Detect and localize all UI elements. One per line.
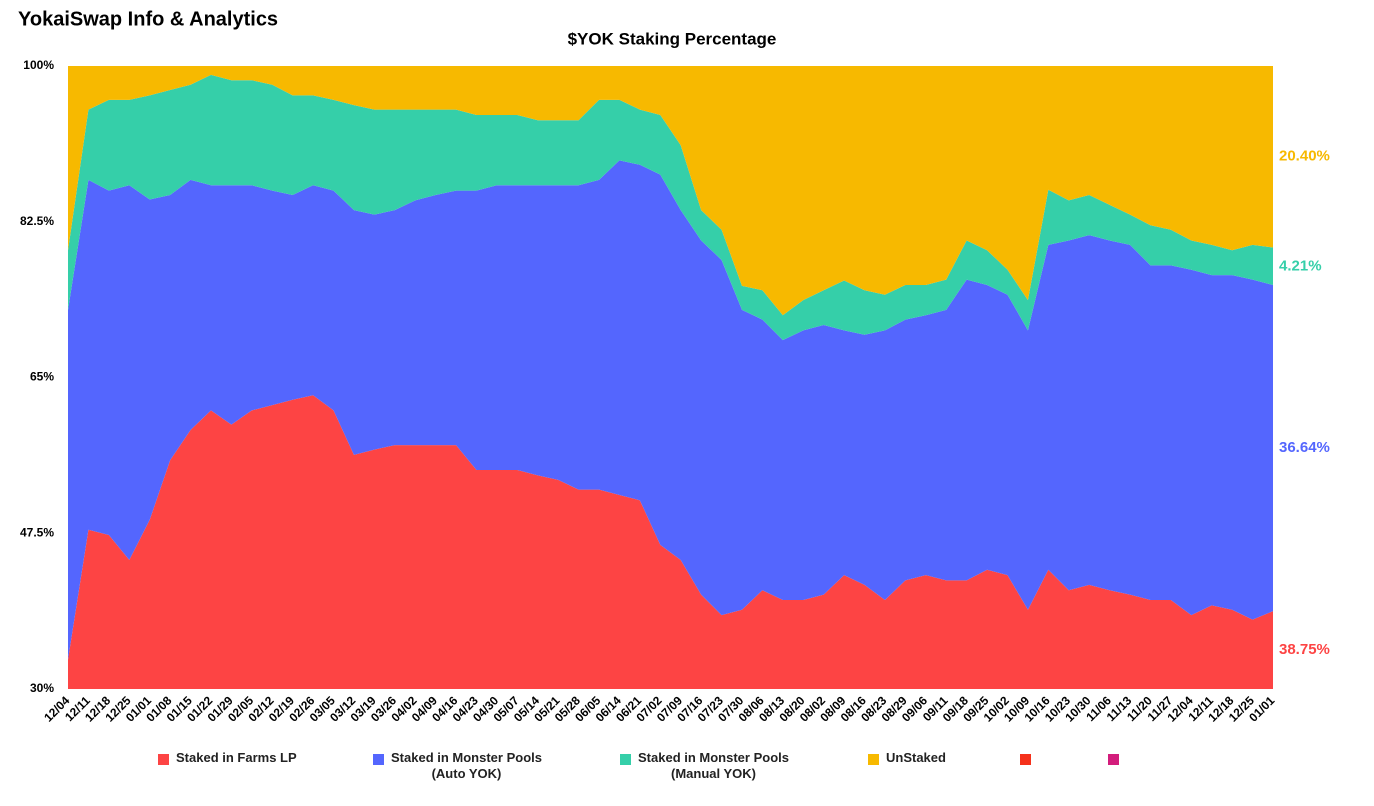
area bbox=[68, 395, 1273, 689]
area bbox=[68, 160, 1273, 660]
legend-swatch bbox=[1020, 754, 1031, 765]
legend-swatch bbox=[868, 754, 879, 765]
end-label: 38.75% bbox=[1279, 641, 1330, 658]
legend-label: UnStaked bbox=[886, 750, 946, 765]
y-tick-label: 30% bbox=[30, 681, 54, 695]
end-label: 20.40% bbox=[1279, 148, 1330, 165]
legend-item: Staked in Farms LP bbox=[158, 750, 297, 766]
chart-title: $YOK Staking Percentage bbox=[568, 29, 777, 48]
legend-label: Staked in Farms LP bbox=[176, 750, 297, 765]
y-tick-label: 65% bbox=[30, 370, 54, 384]
legend: Staked in Farms LP Staked in Monster Pool… bbox=[0, 750, 1374, 800]
legend-item bbox=[1020, 750, 1038, 765]
end-label: 4.21% bbox=[1279, 257, 1322, 274]
y-tick-label: 100% bbox=[23, 58, 54, 72]
area bbox=[68, 74, 1273, 341]
legend-item: Staked in Monster Pools (Auto YOK) bbox=[373, 750, 542, 782]
y-tick-label: 82.5% bbox=[20, 214, 54, 228]
legend-item: Staked in Monster Pools (Manual YOK) bbox=[620, 750, 789, 782]
legend-swatch bbox=[620, 754, 631, 765]
legend-swatch bbox=[373, 754, 384, 765]
y-tick-label: 47.5% bbox=[20, 525, 54, 539]
page-title: YokaiSwap Info & Analytics bbox=[18, 8, 278, 30]
legend-label: Staked in Monster Pools (Manual YOK) bbox=[638, 750, 789, 781]
end-label: 36.64% bbox=[1279, 439, 1330, 456]
chart: YokaiSwap Info & Analytics $YOK Staking … bbox=[18, 8, 1330, 724]
area bbox=[68, 66, 1273, 316]
legend-label: Staked in Monster Pools (Auto YOK) bbox=[391, 750, 542, 781]
legend-swatch bbox=[1108, 754, 1119, 765]
legend-item: UnStaked bbox=[868, 750, 946, 766]
legend-swatch bbox=[158, 754, 169, 765]
legend-item bbox=[1108, 750, 1126, 765]
